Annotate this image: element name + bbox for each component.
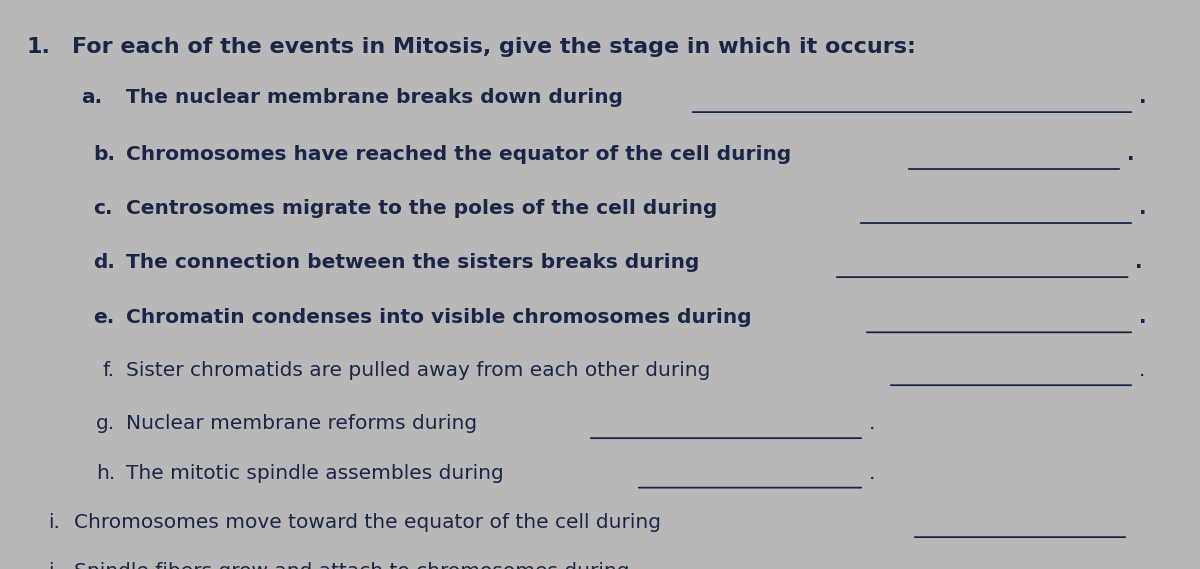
Text: The nuclear membrane breaks down during: The nuclear membrane breaks down during xyxy=(126,88,623,107)
Text: Spindle fibers grow and attach to chromosomes during: Spindle fibers grow and attach to chromo… xyxy=(74,562,630,569)
Text: .: . xyxy=(1139,361,1145,380)
Text: h.: h. xyxy=(96,464,115,483)
Text: .: . xyxy=(1135,253,1142,272)
Text: g.: g. xyxy=(96,414,115,433)
Text: .: . xyxy=(869,464,875,483)
Text: d.: d. xyxy=(94,253,115,272)
Text: Centrosomes migrate to the poles of the cell during: Centrosomes migrate to the poles of the … xyxy=(126,199,718,218)
Text: i.: i. xyxy=(48,513,60,532)
Text: e.: e. xyxy=(94,308,115,327)
Text: Chromosomes have reached the equator of the cell during: Chromosomes have reached the equator of … xyxy=(126,145,791,164)
Text: .: . xyxy=(1139,88,1146,107)
Text: Chromosomes move toward the equator of the cell during: Chromosomes move toward the equator of t… xyxy=(74,513,661,532)
Text: The connection between the sisters breaks during: The connection between the sisters break… xyxy=(126,253,700,272)
Text: Chromatin condenses into visible chromosomes during: Chromatin condenses into visible chromos… xyxy=(126,308,751,327)
Text: c.: c. xyxy=(94,199,113,218)
Text: .: . xyxy=(869,414,875,433)
Text: Sister chromatids are pulled away from each other during: Sister chromatids are pulled away from e… xyxy=(126,361,710,380)
Text: f.: f. xyxy=(102,361,114,380)
Text: The mitotic spindle assembles during: The mitotic spindle assembles during xyxy=(126,464,504,483)
Text: For each of the events in Mitosis, give the stage in which it occurs:: For each of the events in Mitosis, give … xyxy=(72,37,916,57)
Text: b.: b. xyxy=(94,145,115,164)
Text: Nuclear membrane reforms during: Nuclear membrane reforms during xyxy=(126,414,478,433)
Text: .: . xyxy=(1139,199,1146,218)
Text: 1.: 1. xyxy=(26,37,50,57)
Text: j.: j. xyxy=(48,562,60,569)
Text: .: . xyxy=(1127,145,1134,164)
Text: a.: a. xyxy=(82,88,103,107)
Text: .: . xyxy=(1139,308,1146,327)
